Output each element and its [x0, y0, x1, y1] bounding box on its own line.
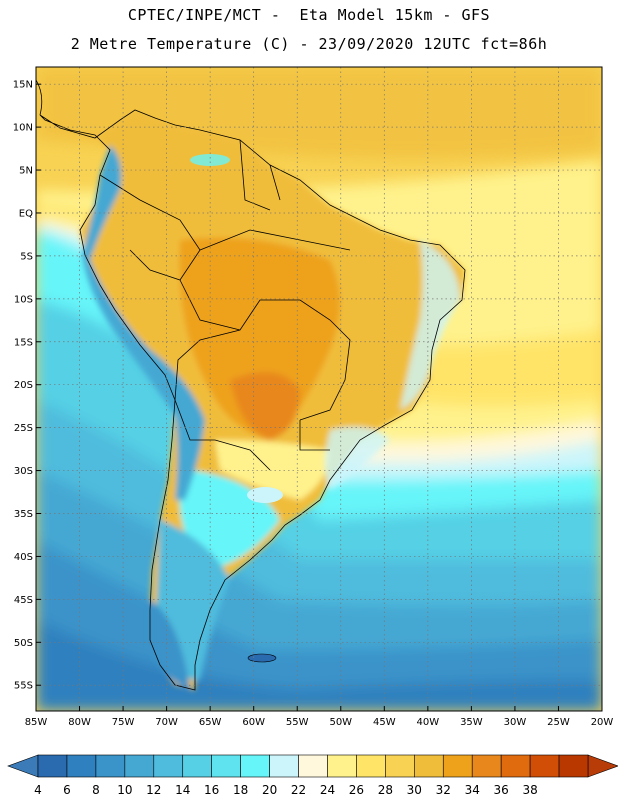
colorbar-level-label: 26	[349, 783, 364, 797]
colorbar-level-label: 38	[522, 783, 537, 797]
colorbar-swatch	[471, 754, 502, 778]
colorbar-swatch	[385, 754, 415, 778]
lat-tick-label: 40S	[14, 552, 33, 563]
lat-tick-label: 25S	[14, 423, 33, 434]
colorbar-level-label: 30	[407, 783, 422, 797]
colorbar-level-label: 6	[63, 783, 71, 797]
colorbar-level-label: 16	[204, 783, 219, 797]
lat-tick-label: 10S	[14, 294, 33, 305]
lon-tick-label: 40W	[417, 717, 440, 728]
longitude-tick-labels: 85W 80W 75W 70W 65W 60W 55W 50W 45W 40W 35W 30W 25W 2…	[25, 717, 614, 728]
lon-tick-label: 80W	[68, 717, 91, 728]
colorbar-low-arrow	[7, 754, 39, 778]
map-title-line-1: CPTEC/INPE/MCT - Eta Model 15km - GFS	[127, 6, 491, 24]
colorbar-swatch	[500, 754, 531, 778]
lon-tick-label: 55W	[286, 717, 309, 728]
lat-tick-label: 5S	[20, 251, 33, 262]
colorbar-tick-labels: 4 6 8 10 12 14 16 18 20 22 24 26 28 30 32 34 36 38	[34, 783, 538, 797]
colorbar-swatch	[240, 754, 270, 778]
colorbar-swatch	[442, 754, 473, 778]
lat-tick-label: 5N	[19, 166, 33, 177]
colorbar-level-label: 8	[92, 783, 100, 797]
colorbar-swatch	[558, 754, 589, 778]
lat-tick-label: 20S	[14, 380, 33, 391]
colorbar-swatch	[182, 754, 212, 778]
colorbar-swatch	[298, 754, 328, 778]
lon-tick-label: 20W	[591, 717, 614, 728]
colorbar-swatch	[95, 754, 126, 778]
colorbar-level-label: 36	[494, 783, 509, 797]
lat-tick-label: 45S	[14, 595, 33, 606]
lat-tick-label: EQ	[19, 208, 33, 219]
lon-tick-label: 65W	[199, 717, 222, 728]
colorbar-level-label: 10	[117, 783, 132, 797]
colorbar-level-label: 34	[465, 783, 480, 797]
lon-tick-label: 50W	[329, 717, 352, 728]
colorbar-swatch	[269, 754, 299, 778]
colorbar-swatch	[37, 754, 68, 778]
colorbar-swatch	[414, 754, 444, 778]
coastline-outline	[36, 79, 466, 691]
lon-tick-label: 30W	[504, 717, 527, 728]
colorbar-level-label: 4	[34, 783, 42, 797]
lon-tick-label: 60W	[242, 717, 265, 728]
map-title-line-2: 2 Metre Temperature (C) - 23/09/2020 12U…	[70, 35, 548, 53]
latitude-tick-labels: 15N 10N 5N EQ 5S 10S 15S 20S 25S 30S 35S 40S 45S 50S 5…	[13, 80, 33, 692]
lat-tick-label: 30S	[14, 466, 33, 477]
lon-tick-label: 45W	[373, 717, 396, 728]
colorbar-level-label: 28	[378, 783, 393, 797]
colorbar-level-label: 14	[175, 783, 190, 797]
colorbar-swatch	[124, 754, 155, 778]
lon-tick-label: 35W	[460, 717, 483, 728]
colorbar-swatch	[356, 754, 386, 778]
colorbar-swatch	[66, 754, 97, 778]
colorbar-level-label: 18	[233, 783, 248, 797]
colorbar-level-label: 12	[146, 783, 161, 797]
colorbar-swatch	[153, 754, 184, 778]
temperature-colorbar	[7, 754, 618, 778]
lon-tick-label: 70W	[155, 717, 178, 728]
lat-tick-label: 35S	[14, 509, 33, 520]
colorbar-swatch	[327, 754, 357, 778]
lat-tick-label: 15N	[13, 80, 33, 91]
lat-tick-label: 15S	[14, 337, 33, 348]
colorbar-level-label: 24	[320, 783, 335, 797]
colorbar-level-label: 32	[436, 783, 451, 797]
lat-tick-label: 10N	[13, 123, 33, 134]
colorbar-swatch	[529, 754, 560, 778]
lon-tick-label: 85W	[25, 717, 48, 728]
colorbar-level-label: 22	[291, 783, 306, 797]
map-frame	[35, 66, 603, 712]
lon-tick-label: 75W	[112, 717, 135, 728]
lat-tick-label: 55S	[14, 681, 33, 692]
temperature-field	[36, 67, 602, 711]
colorbar-level-label: 20	[262, 783, 277, 797]
colorbar-swatch	[211, 754, 241, 778]
lat-tick-label: 50S	[14, 638, 33, 649]
lon-tick-label: 25W	[547, 717, 570, 728]
colorbar-high-arrow	[587, 754, 618, 778]
